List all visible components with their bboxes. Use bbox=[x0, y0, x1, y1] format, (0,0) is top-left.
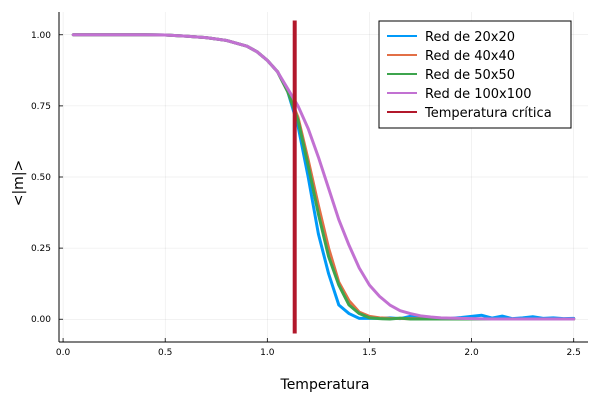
legend-label-2: Red de 40x40 bbox=[425, 49, 515, 64]
legend: Red de 20x20 Red de 40x40 Red de 50x50 Red … bbox=[378, 20, 572, 129]
series-line-4 bbox=[71, 33, 576, 321]
y-tick-label-1: 0.25 bbox=[31, 244, 51, 254]
y-axis-label: <|m|> bbox=[11, 160, 27, 207]
y-tick-label-3: 0.75 bbox=[31, 102, 51, 112]
y-tick-label-4: 1.00 bbox=[31, 31, 51, 41]
legend-label-1: Red de 20x20 bbox=[425, 30, 515, 45]
x-tick-label-1: 0.5 bbox=[158, 348, 172, 358]
x-tick-label-4: 2.0 bbox=[464, 348, 479, 358]
x-axis-label: Temperatura bbox=[280, 377, 370, 393]
x-tick-label-3: 1.5 bbox=[362, 348, 376, 358]
legend-label-5: Temperatura crítica bbox=[424, 106, 552, 121]
ticks: 0.0 0.5 1.0 1.5 2.0 2.5 0.00 0.25 0.50 0.75 1.00 bbox=[31, 31, 581, 358]
y-tick-label-2: 0.50 bbox=[31, 173, 51, 183]
series-layer bbox=[71, 33, 576, 321]
legend-label-4: Red de 100x100 bbox=[425, 87, 532, 102]
legend-label-3: Red de 50x50 bbox=[425, 68, 515, 83]
x-tick-label-0: 0.0 bbox=[56, 348, 71, 358]
x-tick-label-2: 1.0 bbox=[260, 348, 275, 358]
y-tick-label-0: 0.00 bbox=[31, 315, 51, 325]
x-tick-label-5: 2.5 bbox=[567, 348, 581, 358]
